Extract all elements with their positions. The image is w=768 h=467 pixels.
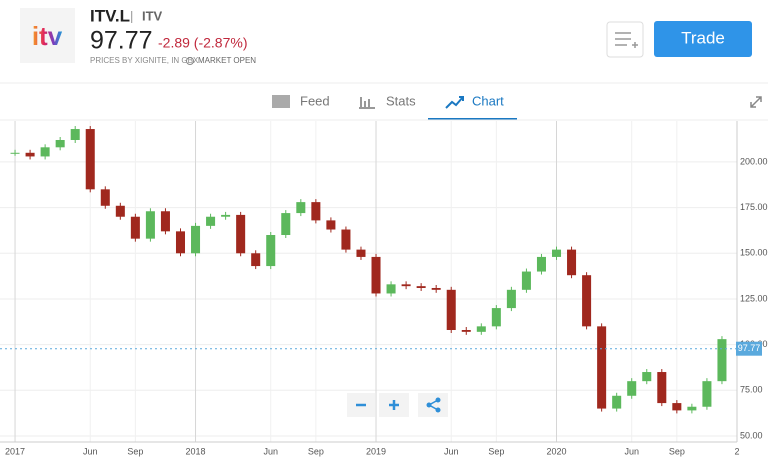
- trade-label: Trade: [681, 28, 725, 47]
- candle: [100, 189, 110, 206]
- candle: [401, 284, 411, 287]
- candle: [70, 129, 80, 141]
- y-tick-label: 175.00: [740, 202, 768, 212]
- candle: [10, 152, 20, 154]
- candle: [627, 381, 637, 396]
- y-tick-label: 150.00: [740, 248, 768, 258]
- candle: [491, 308, 501, 327]
- candle: [536, 256, 546, 272]
- tab-chart[interactable]: Chart: [472, 93, 504, 108]
- last-price-label: 97.77: [738, 343, 761, 353]
- candle: [55, 140, 65, 148]
- x-tick-label: Sep: [488, 446, 504, 456]
- x-tick-label: Jun: [624, 446, 639, 456]
- candle: [326, 220, 336, 230]
- candle: [386, 284, 396, 294]
- candle: [130, 216, 140, 239]
- candle: [341, 229, 351, 250]
- candle: [521, 271, 531, 290]
- instrument-name: ITV: [142, 8, 163, 23]
- x-tick-label: Sep: [308, 446, 324, 456]
- candle: [115, 205, 125, 217]
- chart-icon: [445, 96, 464, 109]
- candle: [281, 213, 291, 236]
- candle: [612, 395, 622, 409]
- candle: [582, 275, 592, 327]
- candle: [356, 249, 366, 257]
- candle: [145, 211, 155, 239]
- market-status: MARKET OPEN: [198, 56, 256, 65]
- candle: [672, 403, 682, 411]
- separator: |: [130, 8, 133, 23]
- stats-icon: [359, 97, 375, 109]
- candle: [717, 339, 727, 382]
- candle: [221, 214, 231, 217]
- candle: [446, 289, 456, 331]
- candle: [687, 406, 697, 411]
- chart: 50.0075.00100.00125.00150.00175.00200.00…: [0, 121, 768, 456]
- candle: [311, 202, 321, 221]
- candle: [191, 225, 201, 254]
- x-tick-label: 2: [734, 446, 739, 456]
- plus-icon: [389, 400, 399, 410]
- logo: itv: [32, 21, 63, 51]
- logo-box: [20, 8, 75, 63]
- x-tick-label: Jun: [444, 446, 459, 456]
- candle: [416, 286, 426, 288]
- watchlist-icon: [615, 32, 638, 48]
- active-tab-indicator: [428, 118, 517, 120]
- candle: [657, 372, 667, 404]
- candle: [251, 253, 261, 267]
- clock-icon: [186, 57, 194, 65]
- feed-icon: [272, 95, 290, 108]
- candle: [597, 326, 607, 409]
- y-tick-label: 125.00: [740, 293, 768, 303]
- candle: [642, 372, 652, 382]
- price-change: -2.89 (-2.87%): [158, 35, 247, 51]
- candle: [25, 152, 35, 157]
- share-dot: [435, 397, 441, 403]
- price: 97.77: [90, 27, 153, 55]
- candle: [551, 249, 562, 257]
- x-tick-label: Sep: [127, 446, 143, 456]
- candle: [40, 147, 50, 157]
- candle: [266, 235, 276, 267]
- trade-button[interactable]: [654, 21, 752, 57]
- y-tick-label: 200.00: [740, 156, 768, 166]
- expand-icon[interactable]: [750, 96, 762, 108]
- x-tick-label: Sep: [669, 446, 685, 456]
- candle: [236, 214, 246, 254]
- candle: [85, 129, 95, 190]
- tab-stats[interactable]: Stats: [386, 93, 416, 108]
- y-tick-label: 75.00: [740, 385, 763, 395]
- x-tick-label: 2020: [546, 446, 566, 456]
- candle: [567, 249, 577, 276]
- candle: [702, 381, 712, 407]
- y-tick-label: 50.00: [740, 430, 763, 440]
- x-tick-label: Jun: [263, 446, 278, 456]
- symbol: ITV.L: [90, 6, 130, 25]
- share-dot: [426, 402, 432, 408]
- last-price-badge: [736, 341, 762, 356]
- x-tick-label: 2017: [5, 446, 25, 456]
- candle: [160, 211, 170, 232]
- share-button[interactable]: [418, 393, 448, 417]
- candle: [461, 330, 471, 332]
- x-tick-label: 2018: [186, 446, 206, 456]
- candle: [476, 326, 486, 332]
- candle: [431, 287, 441, 290]
- candle: [296, 202, 306, 214]
- tab-feed[interactable]: Feed: [300, 93, 330, 108]
- candle: [175, 231, 186, 254]
- candle: [371, 256, 381, 294]
- x-tick-label: Jun: [83, 446, 98, 456]
- candle: [206, 216, 216, 226]
- price-source: PRICES BY XIGNITE, IN GBX: [90, 56, 199, 65]
- share-dot: [435, 407, 441, 413]
- x-tick-label: 2019: [366, 446, 386, 456]
- candle: [506, 289, 516, 309]
